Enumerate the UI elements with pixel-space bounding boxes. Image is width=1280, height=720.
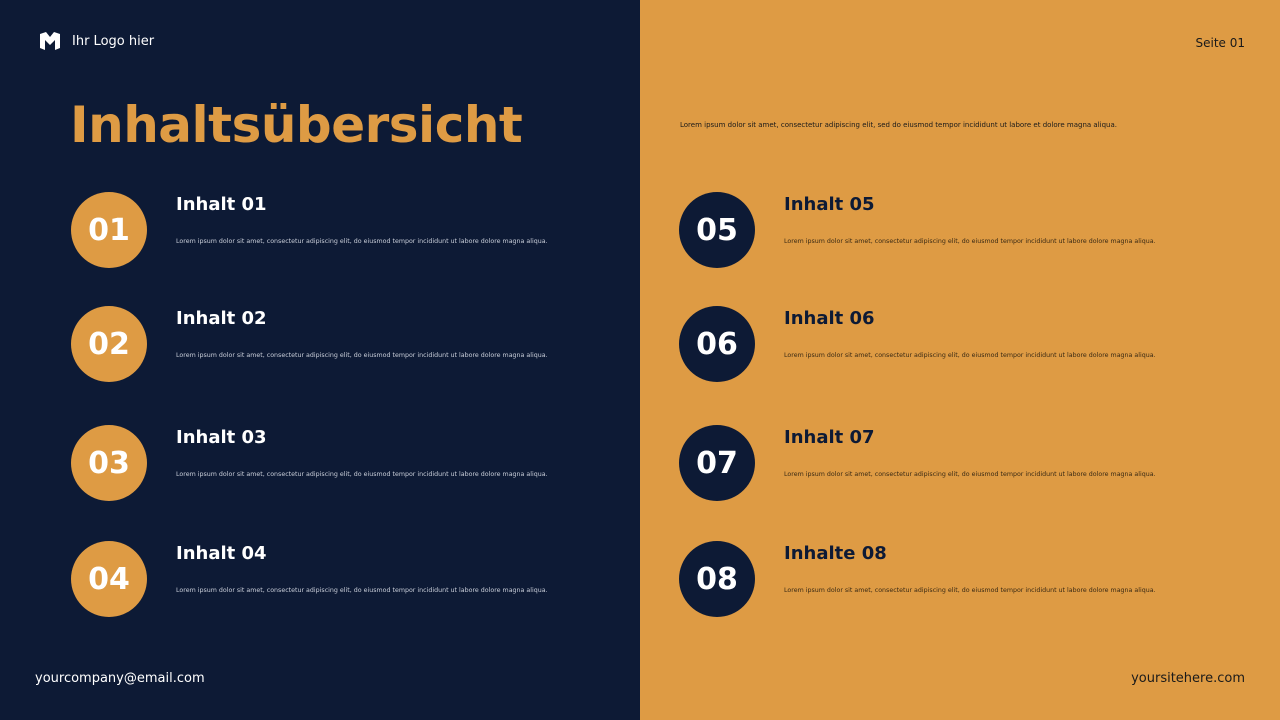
page-title: Inhaltsübersicht [70, 96, 523, 154]
page-number: Seite 01 [1195, 36, 1245, 50]
item-description: Lorem ipsum dolor sit amet, consectetur … [784, 352, 1156, 359]
content-item: 07 Inhalt 07 Lorem ipsum dolor sit amet,… [679, 425, 1199, 505]
item-number-badge: 02 [71, 306, 147, 382]
item-title: Inhalt 04 [176, 543, 267, 564]
content-item: 08 Inhalte 08 Lorem ipsum dolor sit amet… [679, 541, 1199, 621]
logo-m-icon [40, 32, 60, 50]
item-title: Inhalt 07 [784, 427, 875, 448]
item-description: Lorem ipsum dolor sit amet, consectetur … [176, 471, 548, 478]
item-number-badge: 01 [71, 192, 147, 268]
item-title: Inhalt 02 [176, 308, 267, 329]
item-title: Inhalt 06 [784, 308, 875, 329]
item-number-badge: 04 [71, 541, 147, 617]
item-description: Lorem ipsum dolor sit amet, consectetur … [176, 352, 548, 359]
logo: Ihr Logo hier [40, 32, 154, 50]
item-number-badge: 06 [679, 306, 755, 382]
content-item: 06 Inhalt 06 Lorem ipsum dolor sit amet,… [679, 306, 1199, 386]
content-item: 03 Inhalt 03 Lorem ipsum dolor sit amet,… [71, 425, 591, 505]
item-description: Lorem ipsum dolor sit amet, consectetur … [176, 238, 548, 245]
content-item: 01 Inhalt 01 Lorem ipsum dolor sit amet,… [71, 192, 591, 272]
item-title: Inhalt 03 [176, 427, 267, 448]
item-title: Inhalte 08 [784, 543, 887, 564]
item-title: Inhalt 05 [784, 194, 875, 215]
footer-email: yourcompany@email.com [35, 671, 205, 686]
intro-text: Lorem ipsum dolor sit amet, consectetur … [680, 121, 1117, 129]
item-number-badge: 07 [679, 425, 755, 501]
footer-website: yoursitehere.com [1131, 671, 1245, 686]
item-number-badge: 03 [71, 425, 147, 501]
item-description: Lorem ipsum dolor sit amet, consectetur … [784, 587, 1156, 594]
content-item: 04 Inhalt 04 Lorem ipsum dolor sit amet,… [71, 541, 591, 621]
logo-text: Ihr Logo hier [72, 33, 155, 49]
item-title: Inhalt 01 [176, 194, 267, 215]
item-description: Lorem ipsum dolor sit amet, consectetur … [784, 471, 1156, 478]
item-number-badge: 08 [679, 541, 755, 617]
content-item: 05 Inhalt 05 Lorem ipsum dolor sit amet,… [679, 192, 1199, 272]
item-description: Lorem ipsum dolor sit amet, consectetur … [176, 587, 548, 594]
item-number-badge: 05 [679, 192, 755, 268]
content-item: 02 Inhalt 02 Lorem ipsum dolor sit amet,… [71, 306, 591, 386]
item-description: Lorem ipsum dolor sit amet, consectetur … [784, 238, 1156, 245]
